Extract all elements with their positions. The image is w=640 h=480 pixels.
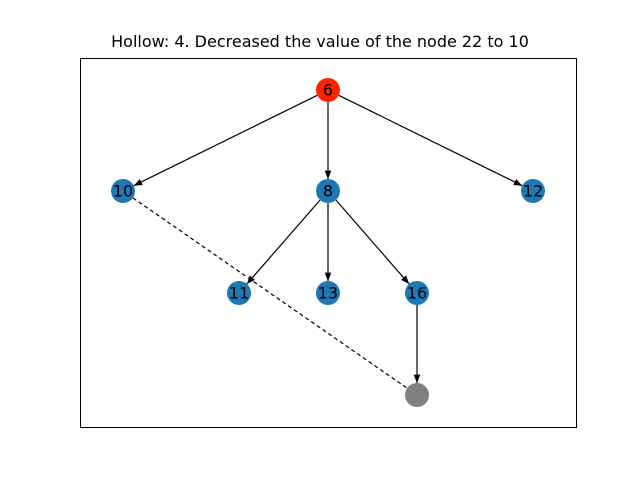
nodes: 6 10 8 12 11 13 16 <box>111 78 545 407</box>
edge-n6-n12 <box>338 94 523 187</box>
node-label: 13 <box>318 284 338 303</box>
edge-n10-hollow <box>132 197 408 389</box>
node-11: 11 <box>227 281 251 305</box>
node-label: 8 <box>323 182 333 201</box>
node-label: 16 <box>407 284 427 303</box>
node-circle <box>316 78 340 102</box>
edges <box>132 94 523 389</box>
node-circle <box>521 179 545 203</box>
node-circle <box>227 281 251 305</box>
node-13: 13 <box>316 281 340 305</box>
node-circle <box>316 281 340 305</box>
node-label: 10 <box>113 182 133 201</box>
node-8: 8 <box>316 179 340 203</box>
edge-n6-n10 <box>133 94 318 187</box>
node-6: 6 <box>316 78 340 102</box>
node-12: 12 <box>521 179 545 203</box>
node-hollow <box>405 383 429 407</box>
node-label: 6 <box>323 81 333 100</box>
node-label: 12 <box>523 182 543 201</box>
plot-frame <box>80 58 577 428</box>
edge-n8-n16 <box>335 199 410 285</box>
node-16: 16 <box>405 281 429 305</box>
node-circle <box>316 179 340 203</box>
edge-n8-n11 <box>246 199 321 285</box>
diagram-title: Hollow: 4. Decreased the value of the no… <box>111 32 529 51</box>
node-10: 10 <box>111 179 135 203</box>
node-label: 11 <box>229 284 249 303</box>
node-circle <box>111 179 135 203</box>
node-circle <box>405 281 429 305</box>
node-circle <box>405 383 429 407</box>
